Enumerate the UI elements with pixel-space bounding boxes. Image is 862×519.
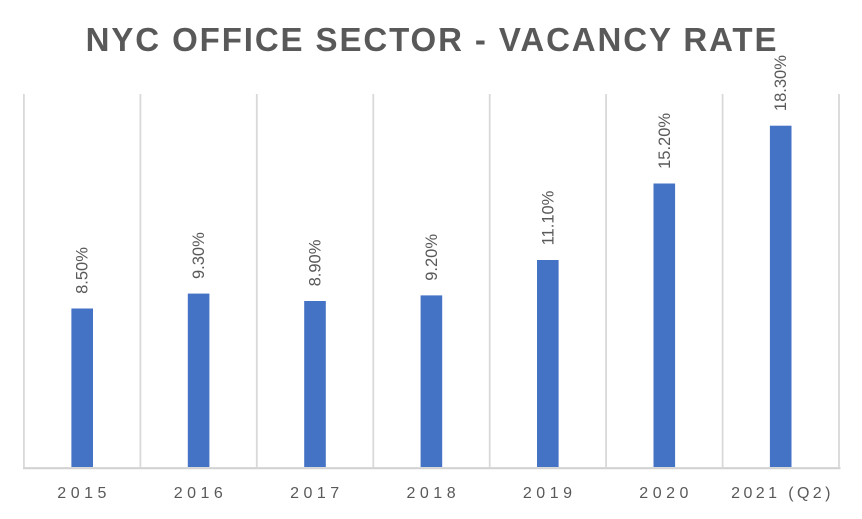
svg-text:2021 (Q2): 2021 (Q2)	[731, 485, 834, 502]
svg-text:9.20%: 9.20%	[423, 234, 441, 281]
svg-text:2020: 2020	[639, 485, 693, 502]
svg-text:18.30%: 18.30%	[772, 55, 790, 111]
svg-text:2015: 2015	[57, 485, 111, 502]
svg-text:9.30%: 9.30%	[190, 232, 208, 279]
svg-text:15.20%: 15.20%	[656, 113, 674, 169]
svg-text:2018: 2018	[407, 485, 461, 502]
svg-text:2019: 2019	[523, 485, 577, 502]
svg-text:2017: 2017	[290, 485, 344, 502]
svg-text:11.10%: 11.10%	[539, 190, 557, 245]
svg-text:NYC OFFICE SECTOR - VACANCY RA: NYC OFFICE SECTOR - VACANCY RATE	[86, 21, 779, 58]
svg-text:2016: 2016	[174, 485, 228, 502]
svg-text:8.50%: 8.50%	[74, 247, 92, 294]
svg-text:8.90%: 8.90%	[307, 239, 325, 286]
